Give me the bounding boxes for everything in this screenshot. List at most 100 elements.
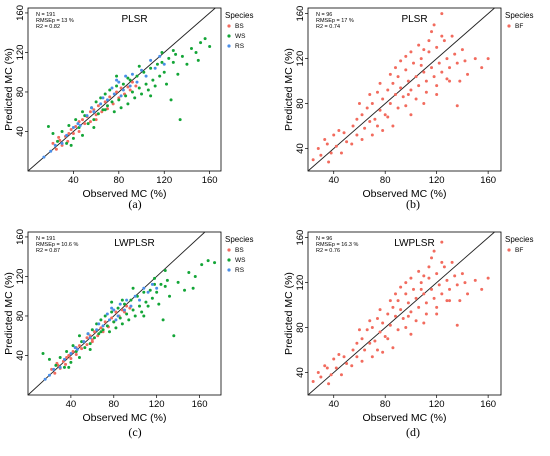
data-point-bf [440,292,444,296]
data-point-bs [67,353,71,357]
legend-marker [227,44,231,48]
data-point-ws [194,50,198,54]
data-point-bf [368,319,372,323]
data-point-bs [88,110,92,114]
data-point-bf [357,102,361,106]
data-point-bf [440,34,444,38]
data-point-ws [146,88,150,92]
data-point-rs [53,143,57,147]
data-point-ws [151,78,155,82]
data-point-ws [51,131,55,135]
x-tick-label: 40 [66,399,77,410]
data-point-ws [71,344,75,348]
x-tick-label: 80 [108,399,119,410]
data-point-bf [435,93,439,97]
data-point-bs [54,147,58,151]
data-point-rs [130,72,134,76]
data-point-bf [388,323,392,327]
data-point-ws [149,94,153,98]
data-point-ws [69,360,73,364]
data-point-rs [95,328,99,332]
data-point-ws [185,62,189,66]
data-point-rs [92,110,96,114]
data-point-ws [206,259,210,263]
data-point-bf [329,373,333,377]
data-point-rs [118,302,122,306]
data-point-bf [480,66,484,70]
data-point-bf [404,68,408,72]
data-point-ws [65,350,69,354]
data-point-bf [430,66,434,70]
data-point-ws [155,62,159,66]
stats-line: R2 = 0.87 [36,248,60,254]
data-point-bs [64,362,68,366]
data-point-ws [71,136,75,140]
data-point-ws [140,92,144,96]
data-point-bf [455,323,459,327]
stats-line: RMSEp = 10.6 % [36,242,78,248]
data-point-bf [440,260,444,264]
subcaption: (b) [406,197,420,211]
data-point-ws [163,284,167,288]
data-point-bs [115,90,119,94]
data-point-bf [448,299,452,303]
data-point-ws [131,286,135,290]
data-point-bf [355,355,359,359]
data-point-ws [58,355,62,359]
legend-label: RS [235,267,245,274]
data-point-ws [67,124,71,128]
y-tick-label: 80 [15,311,26,322]
data-point-rs [155,286,159,290]
chart-title: PLSR [401,14,427,25]
identity-line [27,7,216,172]
data-point-bf [323,364,327,368]
data-point-bs [57,135,61,139]
data-point-ws [142,314,146,318]
data-point-ws [117,98,121,102]
data-point-ws [137,64,141,68]
data-point-ws [159,282,163,286]
data-point-rs [69,352,73,356]
data-point-bf [419,57,423,61]
data-point-bf [339,373,343,377]
data-point-ws [146,304,150,308]
data-point-bf [396,299,400,303]
data-point-bf [325,366,329,370]
data-point-bf [458,299,462,303]
data-point-bf [480,287,484,291]
data-point-ws [86,122,90,126]
data-point-bf [342,131,346,135]
data-point-ws [67,365,71,369]
data-point-ws [191,286,195,290]
data-point-bf [391,124,395,128]
data-point-ws [112,110,116,114]
data-point-bf [383,335,387,339]
data-point-ws [83,346,87,350]
data-point-bs [77,344,81,348]
data-point-bf [386,88,390,92]
data-point-bf [370,133,374,137]
data-point-bf [360,359,364,363]
data-point-ws [127,318,131,322]
data-point-bf [401,317,405,321]
data-point-rs [90,106,94,110]
stats-line: N = 96 [316,236,332,242]
data-point-bf [442,265,446,269]
data-point-ws [94,100,98,104]
data-point-rs [78,124,82,128]
data-point-ws [142,290,146,294]
data-point-bf [378,308,382,312]
stats-line: RMSEp = 13 % [36,18,74,24]
data-point-rs [135,80,139,84]
data-point-bs [85,336,89,340]
data-point-ws [77,334,81,338]
data-point-bf [396,106,400,110]
stats-line: R2 = 0.76 [316,248,340,254]
y-axis-label: Predicted MC (%) [283,272,295,355]
data-point-bf [391,305,395,309]
legend-title: Species [225,11,253,20]
y-tick-label: 40 [295,367,306,378]
data-point-ws [105,324,109,328]
legend-label: BF [515,247,523,254]
data-point-bf [417,269,421,273]
